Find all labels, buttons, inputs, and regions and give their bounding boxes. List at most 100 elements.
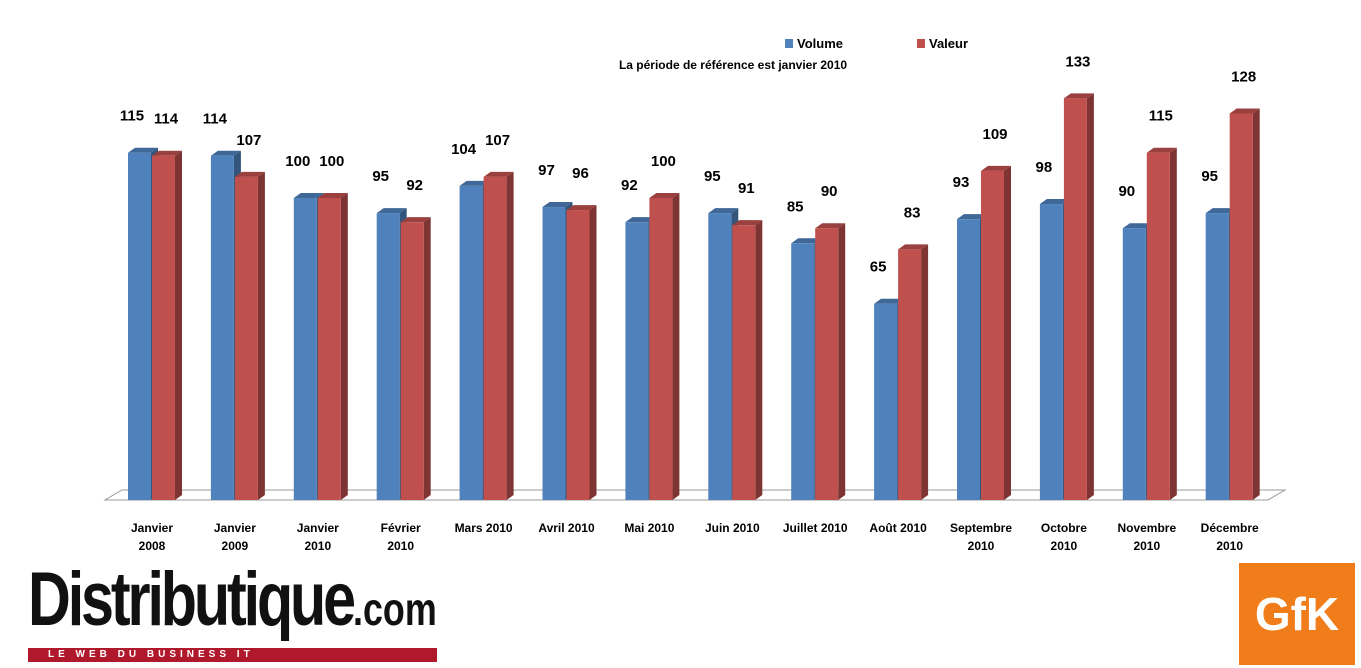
bar-top [957, 214, 987, 220]
value-label: 90 [821, 183, 838, 200]
x-tick-label: Mai 2010 [624, 521, 675, 535]
bar-top [1146, 147, 1177, 153]
bar [981, 170, 1004, 500]
bar [649, 198, 673, 500]
bar-top [566, 205, 597, 211]
bar [1146, 152, 1170, 500]
bar [874, 303, 898, 500]
bar-top [317, 193, 348, 198]
value-label: 65 [870, 259, 887, 276]
bar-top [1063, 93, 1094, 99]
bar [625, 222, 649, 500]
value-label: 114 [154, 111, 179, 128]
bar-side [1086, 93, 1094, 500]
legend-swatch [785, 39, 793, 48]
bar-top [625, 217, 656, 223]
bar [128, 152, 151, 500]
bar-top [981, 165, 1011, 171]
value-label: 104 [451, 141, 477, 158]
x-tick-label: Juillet 2010 [782, 521, 848, 535]
bar-top [128, 147, 158, 153]
bar [708, 213, 732, 500]
value-label: 95 [372, 168, 389, 185]
value-label: 128 [1231, 68, 1256, 85]
bar [542, 207, 566, 500]
value-label: 100 [651, 153, 676, 170]
bar [400, 222, 424, 500]
bar [957, 219, 980, 500]
legend-label: Volume [797, 36, 843, 51]
bar-top [1039, 199, 1070, 205]
bar-side [755, 220, 763, 500]
bar-top [874, 298, 905, 304]
bar [483, 176, 507, 501]
value-label: 100 [319, 153, 344, 170]
bar-top [1229, 108, 1260, 114]
brand-logo: Distributique.com [28, 562, 437, 638]
tagline: LE WEB DU BUSINESS IT [28, 648, 437, 662]
bar [898, 249, 922, 500]
value-label: 133 [1065, 53, 1090, 70]
x-tick-label: Novembre 2010 [1117, 521, 1177, 553]
value-label: 85 [787, 198, 804, 215]
bar-side [175, 150, 182, 500]
bar-side [838, 223, 846, 500]
bar [234, 176, 258, 501]
brand-suffix: .com [352, 583, 437, 635]
value-label: 91 [738, 180, 755, 197]
bar-top [152, 150, 182, 156]
bar-top [459, 180, 490, 186]
bar-side [506, 171, 514, 501]
bar-side [1004, 165, 1011, 500]
bar-top [376, 208, 407, 214]
partner-logo: GfK [1239, 563, 1355, 665]
value-label: 92 [621, 177, 638, 194]
x-tick-label: Septembre 2010 [949, 521, 1013, 553]
bar [317, 198, 341, 500]
bar [459, 185, 483, 501]
bar-top [791, 238, 822, 244]
value-label: 95 [1201, 168, 1218, 185]
x-tick-label: Octobre 2010 [1040, 521, 1087, 553]
bar-top [898, 244, 929, 250]
bar-top [400, 217, 431, 223]
x-tick-label: Mars 2010 [454, 521, 513, 535]
bar [152, 155, 175, 500]
value-label: 115 [1149, 108, 1173, 125]
bar [1122, 228, 1146, 500]
bar-top [1122, 223, 1153, 229]
bar [791, 243, 815, 501]
x-tick-label: Janvier 2009 [213, 521, 256, 553]
bar [1039, 204, 1063, 501]
value-label: 90 [1118, 183, 1135, 200]
bar-top [483, 171, 514, 177]
bar [566, 210, 590, 500]
bar-top [815, 223, 846, 229]
brand-name: Distributique [28, 557, 356, 642]
x-tick-label: Décembre 2010 [1200, 521, 1259, 553]
x-tick-label: Janvier 2010 [296, 521, 339, 553]
value-label: 95 [704, 168, 721, 185]
bar-side [1169, 147, 1177, 500]
bar [376, 213, 400, 500]
value-label: 107 [485, 132, 510, 149]
value-label: 115 [120, 108, 144, 125]
bar-top [732, 220, 763, 226]
bar-top [542, 202, 573, 208]
x-tick-label: Avril 2010 [538, 521, 595, 535]
legend-swatch [917, 39, 925, 48]
value-label: 114 [203, 111, 228, 128]
value-label: 97 [538, 162, 555, 179]
bar-top [293, 193, 324, 198]
bar [1063, 98, 1087, 500]
bar-top [649, 193, 680, 198]
value-label: 109 [982, 126, 1007, 143]
bar [1205, 213, 1229, 500]
x-tick-label: Février 2010 [380, 521, 421, 553]
bar-top [210, 150, 241, 156]
value-label: 93 [953, 174, 970, 191]
value-label: 83 [904, 204, 921, 221]
bar [815, 228, 839, 500]
